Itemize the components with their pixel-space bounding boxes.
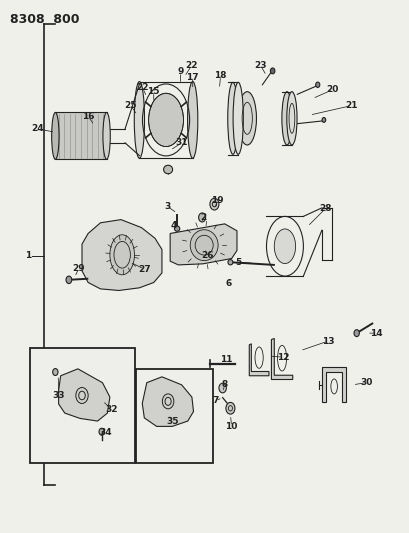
Text: 12: 12 (276, 353, 288, 361)
Ellipse shape (190, 230, 218, 261)
Text: 4: 4 (171, 221, 177, 230)
Polygon shape (58, 369, 110, 421)
Ellipse shape (52, 112, 59, 159)
Ellipse shape (232, 82, 243, 155)
Ellipse shape (270, 68, 274, 74)
Ellipse shape (237, 92, 256, 145)
Ellipse shape (148, 93, 183, 147)
Text: 28: 28 (318, 205, 330, 213)
Ellipse shape (187, 82, 198, 158)
Ellipse shape (321, 118, 325, 123)
Text: 30: 30 (359, 378, 371, 387)
Text: 29: 29 (72, 264, 85, 273)
Text: 8: 8 (221, 381, 227, 389)
Text: 23: 23 (254, 61, 266, 69)
Text: 25: 25 (124, 101, 136, 109)
Polygon shape (271, 338, 292, 379)
Text: 18: 18 (214, 71, 226, 80)
Ellipse shape (198, 213, 205, 222)
Ellipse shape (52, 369, 58, 375)
Polygon shape (142, 377, 193, 426)
Text: 34: 34 (99, 429, 112, 437)
Ellipse shape (134, 82, 144, 158)
Ellipse shape (286, 92, 296, 145)
FancyBboxPatch shape (55, 112, 106, 159)
Text: 13: 13 (321, 337, 333, 345)
Ellipse shape (66, 276, 72, 284)
Text: 16: 16 (82, 112, 94, 120)
Text: 2: 2 (199, 213, 206, 222)
Text: 21: 21 (345, 101, 357, 110)
Bar (29, 348, 135, 463)
Ellipse shape (103, 112, 110, 159)
Ellipse shape (99, 429, 104, 435)
Text: 35: 35 (166, 417, 179, 425)
Text: 33: 33 (52, 391, 65, 400)
Ellipse shape (110, 235, 134, 275)
Text: 22: 22 (136, 84, 148, 92)
Text: 3: 3 (164, 202, 170, 211)
Text: 6: 6 (225, 279, 231, 288)
Ellipse shape (353, 329, 358, 337)
Text: 20: 20 (326, 85, 338, 94)
Text: 9: 9 (177, 68, 183, 76)
Text: 1: 1 (25, 252, 31, 260)
Ellipse shape (281, 92, 291, 145)
Text: 27: 27 (138, 265, 150, 273)
Text: 8308  800: 8308 800 (10, 13, 80, 26)
Ellipse shape (315, 82, 319, 87)
Polygon shape (321, 367, 346, 402)
Text: 10: 10 (225, 422, 237, 431)
Text: 14: 14 (369, 329, 382, 337)
Ellipse shape (209, 198, 218, 210)
Ellipse shape (227, 82, 237, 155)
Ellipse shape (174, 226, 179, 231)
Ellipse shape (218, 383, 226, 393)
Ellipse shape (227, 260, 232, 265)
Ellipse shape (274, 229, 295, 263)
Text: 19: 19 (211, 197, 223, 205)
Polygon shape (170, 224, 236, 265)
Text: 26: 26 (201, 251, 213, 260)
Ellipse shape (225, 402, 234, 414)
Ellipse shape (163, 165, 172, 174)
Polygon shape (249, 344, 268, 376)
Text: 7: 7 (211, 397, 218, 405)
Text: 22: 22 (185, 61, 198, 69)
Text: 31: 31 (175, 139, 187, 147)
Bar (136, 369, 213, 463)
Text: 15: 15 (147, 87, 160, 96)
Polygon shape (82, 220, 162, 290)
Text: 11: 11 (220, 356, 232, 364)
Text: 24: 24 (31, 125, 44, 133)
Text: 5: 5 (235, 258, 241, 266)
Text: 32: 32 (105, 405, 117, 414)
Text: 17: 17 (186, 73, 198, 82)
